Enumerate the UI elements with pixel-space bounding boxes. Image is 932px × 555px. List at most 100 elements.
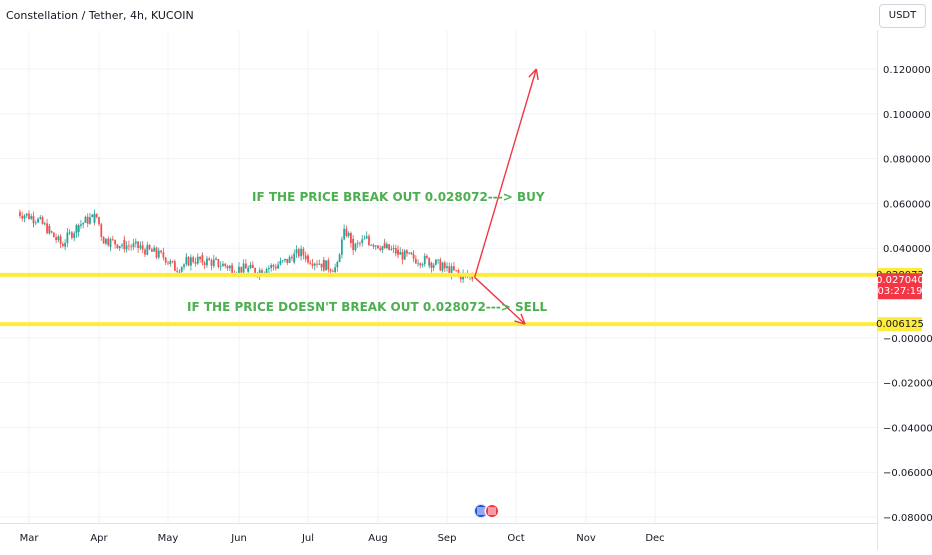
candle-body [77, 225, 80, 232]
candle-body [187, 257, 190, 266]
candle-body [139, 245, 142, 248]
candle-body [144, 249, 146, 255]
candle-body [261, 270, 263, 275]
candle-body [89, 217, 91, 224]
events-icon[interactable] [473, 503, 500, 519]
candle-body [307, 255, 309, 263]
candle-body [291, 256, 293, 259]
candle-body [212, 259, 215, 266]
candle-body [352, 239, 355, 251]
candle-body [368, 236, 370, 241]
candle-body [345, 228, 348, 237]
time-axis-tick-label: May [158, 533, 179, 544]
price-axis-tick-label: 0.040000 [883, 244, 931, 255]
candle-body [173, 261, 176, 271]
candle-body [59, 236, 62, 244]
candle-body [111, 239, 114, 240]
sell-annotation[interactable]: IF THE PRICE DOESN'T BREAK OUT 0.028072-… [187, 300, 548, 314]
candle-body [183, 264, 185, 268]
candle-body [61, 243, 64, 247]
candle-body [363, 238, 366, 240]
candle-body [304, 255, 307, 260]
candle-body [381, 246, 384, 251]
time-axis-tick-label: Apr [90, 533, 108, 544]
arrow-up-shaft [473, 68, 537, 278]
price-axis-tick-label: 0.120000 [883, 65, 931, 76]
candle-body [277, 265, 279, 269]
candle-body [121, 244, 123, 247]
support-price-tag[interactable]: 0.006125 [876, 317, 924, 332]
currency-button[interactable]: USDT [879, 4, 926, 28]
candle-body [118, 246, 121, 249]
candle-body [390, 248, 393, 250]
support-price-tag-text: 0.006125 [876, 319, 924, 330]
candle-body [434, 259, 437, 265]
candle-body [93, 213, 96, 223]
candle-body [137, 241, 139, 249]
time-axis-tick-label: Nov [576, 533, 596, 544]
candle-body [82, 222, 85, 225]
candle-body [329, 269, 332, 272]
candle-body [374, 245, 377, 247]
arrow-up[interactable] [473, 68, 539, 278]
candle-body [297, 249, 300, 257]
candle-body [199, 256, 201, 260]
candle-body [91, 214, 94, 218]
candle-body [146, 244, 149, 255]
candle-body [249, 264, 252, 269]
candle-body [370, 244, 373, 246]
candle-body [116, 244, 119, 249]
candle-body [23, 215, 26, 219]
time-axis-tick-label: Aug [368, 533, 388, 544]
candle-body [48, 226, 51, 232]
candle-body [392, 247, 395, 249]
candle-body [180, 267, 183, 272]
candle-body [446, 266, 448, 269]
candle-body [284, 258, 286, 261]
candle-body [231, 265, 234, 274]
buy-annotation[interactable]: IF THE PRICE BREAK OUT 0.028072---> BUY [252, 190, 545, 204]
candle-body [95, 213, 98, 218]
arrow-down-head [514, 320, 526, 325]
candle-body [274, 266, 277, 269]
candle-body [365, 236, 368, 239]
candle-body [41, 217, 44, 225]
candle-body [34, 222, 37, 224]
candle-body [43, 223, 46, 225]
arrow-down[interactable] [474, 276, 526, 325]
candle-body [109, 239, 112, 247]
candle-body [327, 260, 330, 270]
candle-body [98, 217, 100, 225]
candle-body [361, 239, 364, 243]
candle-body [28, 213, 30, 219]
candle-body [169, 261, 172, 264]
candle-body [386, 244, 388, 249]
candle-body [194, 262, 197, 264]
candle-body [417, 263, 419, 265]
candle-body [164, 257, 167, 263]
symbol-title[interactable]: Constellation / Tether, 4h, KUCOIN [6, 9, 194, 22]
candle-body [288, 256, 291, 263]
candle-body [107, 238, 110, 245]
candle-body [160, 250, 162, 253]
candle-body [71, 232, 73, 238]
candle-body [368, 240, 370, 246]
candle-body [130, 246, 133, 248]
price-axis-tick-label: −0.040000 [883, 423, 932, 434]
price-axis-tick-label: 0.080000 [883, 155, 931, 166]
candle-body [84, 216, 87, 223]
candle-body [401, 252, 404, 260]
candle-body [217, 259, 220, 267]
candle-body [100, 224, 103, 237]
candle-body [286, 258, 289, 263]
price-axis-tick-label: −0.080000 [883, 513, 932, 524]
time-axis-tick-label: Jun [230, 533, 247, 544]
candle-body [134, 241, 137, 244]
candle-body [448, 266, 451, 275]
candle-body [313, 263, 316, 266]
candle-body [428, 262, 431, 266]
candle-body [347, 232, 350, 237]
